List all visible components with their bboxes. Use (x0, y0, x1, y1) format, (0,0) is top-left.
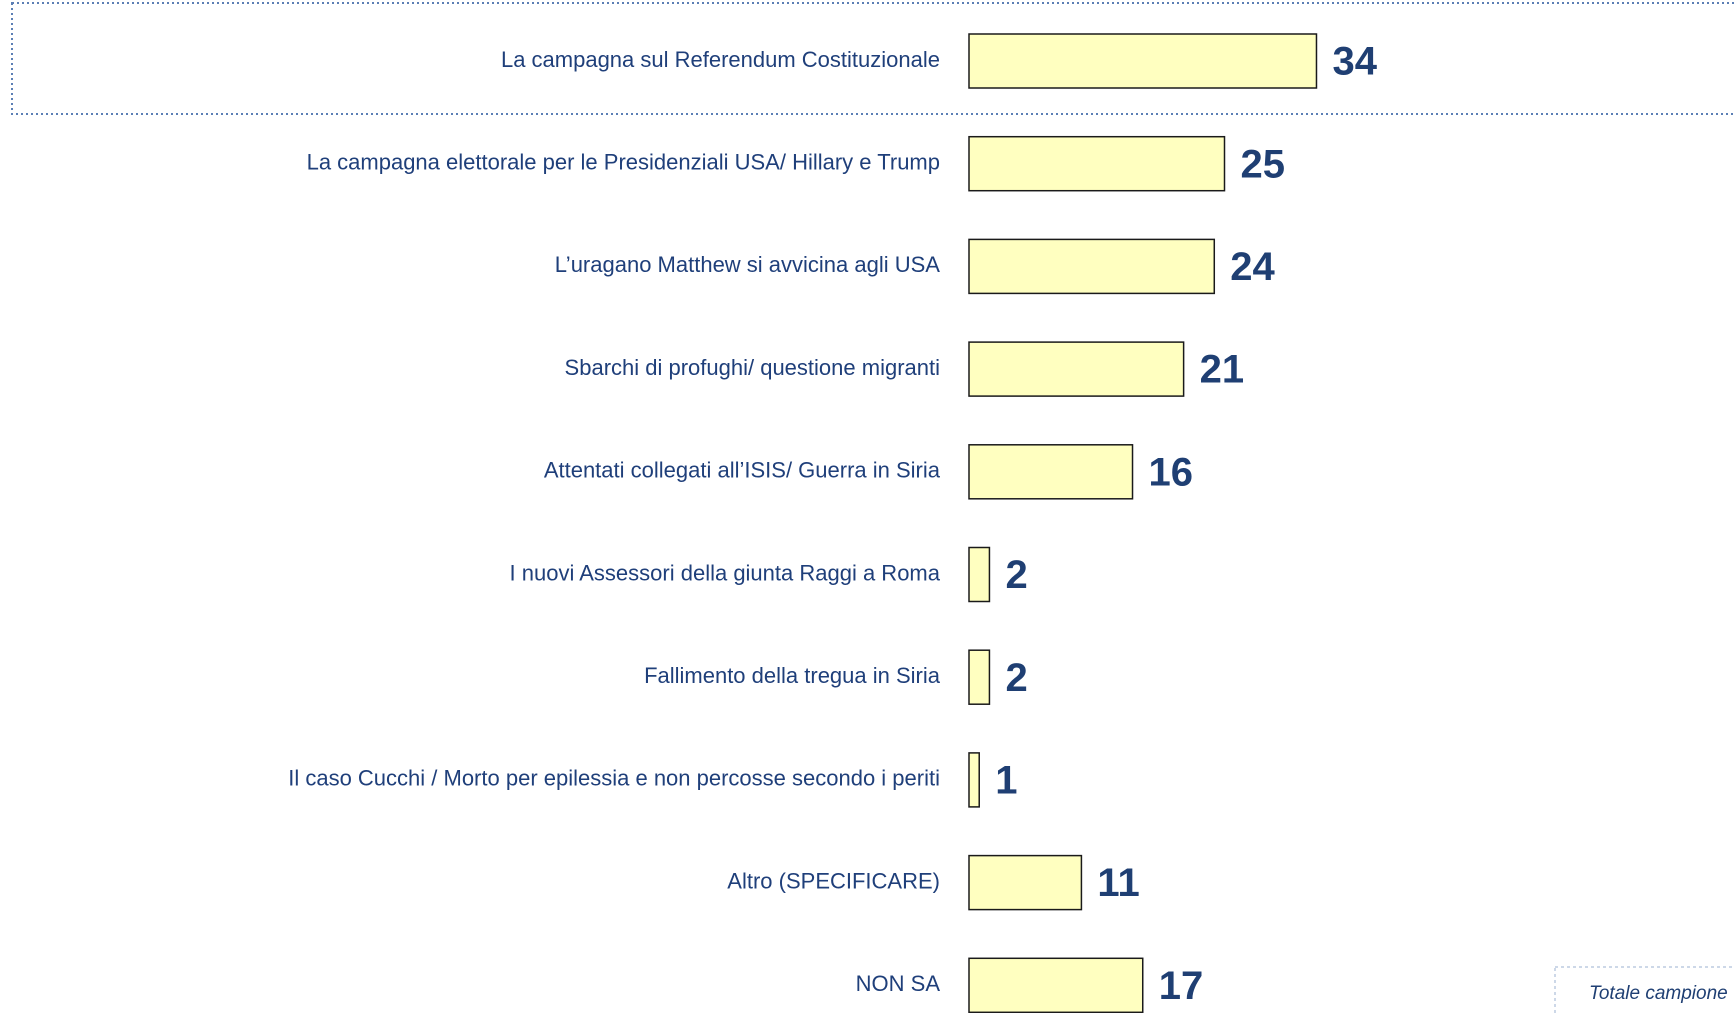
value-label: 34 (1332, 40, 1377, 84)
value-label: 11 (1097, 861, 1139, 905)
bar (968, 33, 1318, 89)
value-label: 25 (1241, 142, 1286, 186)
bar (968, 752, 980, 808)
category-label: La campagna sul Referendum Costituzional… (501, 47, 940, 72)
bar (968, 135, 1226, 192)
value-label: 2 (1005, 553, 1027, 597)
category-label: Sbarchi di profughi/ questione migranti (565, 355, 940, 380)
category-label: Il caso Cucchi / Morto per epilessia e n… (288, 766, 940, 791)
bar (968, 238, 1216, 295)
category-label: Attentati collegati all’ISIS/ Guerra in … (544, 458, 941, 483)
category-label: La campagna elettorale per le Presidenzi… (307, 150, 940, 175)
value-label: 1 (995, 758, 1017, 802)
bar (968, 341, 1185, 397)
value-label: 24 (1230, 245, 1275, 289)
bar (968, 444, 1134, 500)
bar (968, 546, 991, 603)
category-label: NON SA (856, 971, 941, 996)
bar (968, 957, 1144, 1013)
category-label: I nuovi Assessori della giunta Raggi a R… (510, 560, 941, 585)
category-label: L’uragano Matthew si avvicina agli USA (555, 252, 941, 277)
value-label: 17 (1159, 964, 1204, 1008)
value-label: 21 (1200, 348, 1245, 392)
bar (968, 854, 1083, 911)
value-label: 2 (1005, 656, 1027, 700)
note: Totale campione (1589, 983, 1728, 1004)
bar (968, 649, 991, 705)
highlight-box (11, 2, 1734, 115)
category-label: Fallimento della tregua in Siria (644, 663, 941, 688)
category-label: Altro (SPECIFICARE) (727, 868, 940, 893)
value-label: 16 (1149, 450, 1194, 494)
